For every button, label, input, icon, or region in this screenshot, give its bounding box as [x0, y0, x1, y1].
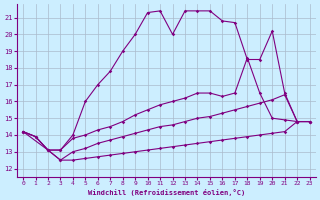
X-axis label: Windchill (Refroidissement éolien,°C): Windchill (Refroidissement éolien,°C)	[88, 189, 245, 196]
